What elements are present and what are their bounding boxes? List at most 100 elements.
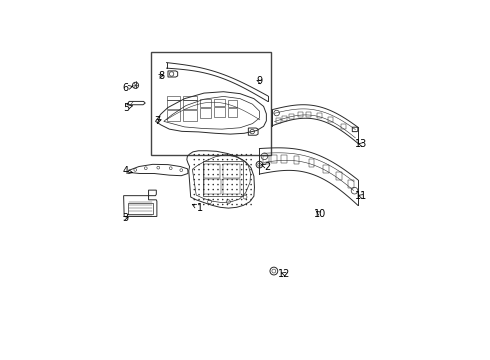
- Circle shape: [194, 204, 195, 205]
- Circle shape: [250, 169, 252, 170]
- Circle shape: [203, 179, 204, 180]
- Circle shape: [231, 184, 233, 185]
- Circle shape: [198, 164, 200, 165]
- Circle shape: [241, 174, 243, 175]
- Bar: [309, 159, 314, 167]
- Circle shape: [236, 199, 238, 200]
- Text: 3: 3: [123, 213, 129, 223]
- Circle shape: [236, 159, 238, 161]
- Circle shape: [203, 174, 204, 175]
- Bar: [298, 112, 303, 117]
- Circle shape: [236, 204, 238, 205]
- Circle shape: [222, 199, 223, 200]
- Circle shape: [217, 154, 219, 156]
- Circle shape: [198, 174, 200, 175]
- Circle shape: [203, 189, 204, 190]
- Circle shape: [227, 204, 228, 205]
- Bar: [264, 156, 269, 163]
- Circle shape: [231, 194, 233, 195]
- Circle shape: [236, 169, 238, 170]
- Circle shape: [198, 179, 200, 180]
- Text: 13: 13: [355, 139, 368, 149]
- Circle shape: [245, 204, 247, 205]
- Circle shape: [198, 194, 200, 195]
- Bar: [223, 164, 240, 178]
- Circle shape: [208, 204, 209, 205]
- Circle shape: [194, 184, 195, 185]
- Circle shape: [217, 169, 219, 170]
- Bar: [328, 117, 333, 122]
- Circle shape: [250, 174, 252, 175]
- Circle shape: [213, 184, 214, 185]
- Bar: [336, 172, 342, 180]
- Circle shape: [208, 194, 209, 195]
- Circle shape: [198, 199, 200, 200]
- Circle shape: [213, 189, 214, 190]
- Circle shape: [236, 184, 238, 185]
- Circle shape: [231, 189, 233, 190]
- Circle shape: [250, 204, 252, 205]
- Circle shape: [227, 154, 228, 156]
- Circle shape: [194, 154, 195, 156]
- Circle shape: [231, 169, 233, 170]
- Bar: [167, 100, 180, 109]
- Circle shape: [222, 159, 223, 161]
- Circle shape: [245, 194, 247, 195]
- Circle shape: [250, 164, 252, 165]
- Circle shape: [213, 174, 214, 175]
- Bar: [214, 107, 225, 117]
- Circle shape: [203, 199, 204, 200]
- Circle shape: [217, 174, 219, 175]
- Circle shape: [213, 179, 214, 180]
- Bar: [200, 99, 211, 107]
- Bar: [317, 113, 321, 118]
- Bar: [276, 118, 281, 123]
- Circle shape: [194, 199, 195, 200]
- Circle shape: [194, 174, 195, 175]
- Circle shape: [241, 204, 243, 205]
- Circle shape: [203, 169, 204, 170]
- Circle shape: [236, 179, 238, 180]
- Circle shape: [222, 194, 223, 195]
- Bar: [214, 99, 225, 106]
- Circle shape: [213, 199, 214, 200]
- Circle shape: [227, 174, 228, 175]
- Circle shape: [213, 169, 214, 170]
- Circle shape: [236, 174, 238, 175]
- Circle shape: [203, 154, 204, 156]
- Circle shape: [231, 159, 233, 161]
- Circle shape: [231, 164, 233, 165]
- Bar: [151, 51, 271, 156]
- Circle shape: [217, 199, 219, 200]
- Circle shape: [222, 204, 223, 205]
- Bar: [271, 156, 277, 163]
- Circle shape: [213, 194, 214, 195]
- Text: 11: 11: [355, 191, 368, 201]
- Circle shape: [194, 189, 195, 190]
- Text: 9: 9: [256, 76, 263, 86]
- Circle shape: [227, 184, 228, 185]
- Circle shape: [231, 174, 233, 175]
- Circle shape: [241, 159, 243, 161]
- Text: 1: 1: [192, 203, 203, 213]
- Circle shape: [250, 199, 252, 200]
- Circle shape: [227, 169, 228, 170]
- Circle shape: [194, 169, 195, 170]
- Circle shape: [231, 179, 233, 180]
- Circle shape: [194, 194, 195, 195]
- Circle shape: [250, 159, 252, 161]
- Text: 6: 6: [123, 83, 132, 93]
- Text: 4: 4: [123, 166, 132, 176]
- Circle shape: [227, 164, 228, 165]
- Circle shape: [231, 154, 233, 156]
- Circle shape: [245, 174, 247, 175]
- Circle shape: [208, 199, 209, 200]
- Circle shape: [217, 179, 219, 180]
- Circle shape: [236, 154, 238, 156]
- Circle shape: [250, 179, 252, 180]
- Bar: [203, 161, 243, 195]
- Circle shape: [194, 159, 195, 161]
- Circle shape: [208, 189, 209, 190]
- Circle shape: [217, 189, 219, 190]
- Bar: [282, 116, 287, 121]
